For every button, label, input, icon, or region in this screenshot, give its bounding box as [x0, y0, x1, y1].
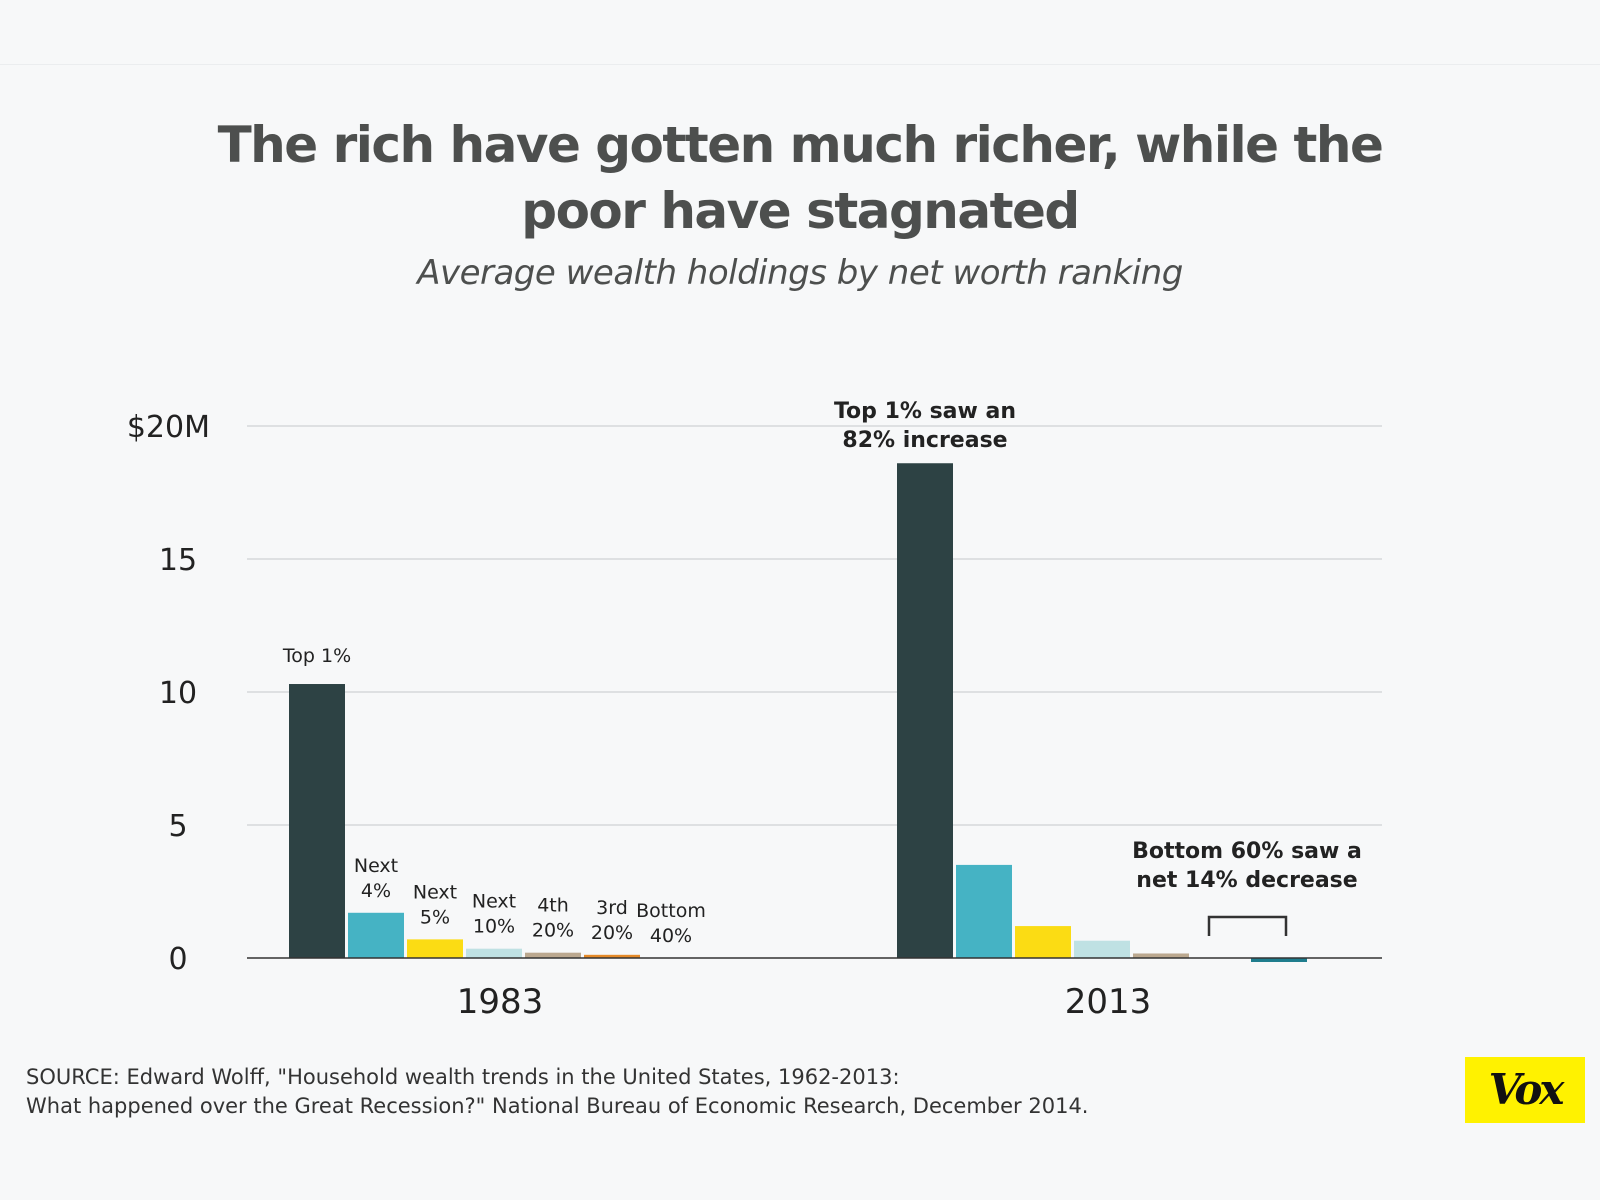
series-label-bottom-40-: 40%	[650, 925, 692, 947]
bar-next-5--1983	[407, 939, 463, 958]
y-tick-label: 10	[159, 676, 197, 711]
series-label-next-4-: Next	[354, 855, 398, 877]
bar-chart: 0 5 10 15 $20M Top 1% Next 4% Next 5% Next 10% 4th 20…	[127, 399, 1382, 1022]
y-tick-label: 0	[168, 942, 187, 977]
source-line-2: What happened over the Great Recession?"…	[26, 1094, 1089, 1118]
annotation-bracket	[1207, 915, 1288, 936]
header-divider	[0, 64, 1600, 65]
series-label-4th-20-: 20%	[532, 920, 574, 942]
vox-logo-mark: Vox	[1489, 1065, 1569, 1114]
series-label-bottom-40-: Bottom	[636, 900, 706, 922]
series-label-next-4-: 4%	[361, 880, 391, 902]
annotation-bottom-line: Bottom 60% saw a	[1132, 839, 1362, 864]
bar-4th-20--1983	[525, 952, 581, 958]
bar-next-5--2013	[1015, 926, 1071, 958]
chart-subtitle: Average wealth holdings by net worth ran…	[417, 253, 1183, 293]
x-category-label: 1983	[457, 982, 544, 1022]
series-label-3rd-20-: 3rd	[596, 897, 628, 919]
series-label-top-1-: Top 1%	[282, 645, 351, 667]
bar-next-10--1983	[466, 948, 522, 958]
annotation-bottom-line: net 14% decrease	[1136, 868, 1357, 893]
y-tick-label: $20M	[127, 410, 210, 445]
y-tick-label: 5	[168, 809, 187, 844]
chart-title: The rich have gotten much richer, while …	[100, 112, 1500, 244]
series-label-next-10-: Next	[472, 891, 516, 913]
x-category-label: 2013	[1065, 982, 1152, 1022]
bar-4th-20--2013	[1133, 953, 1189, 958]
bar-bottom-40--2013	[1251, 958, 1307, 962]
svg-text:Vox: Vox	[1489, 1065, 1566, 1114]
source-line-1: SOURCE: Edward Wolff, "Household wealth …	[26, 1065, 900, 1089]
series-label-next-10-: 10%	[473, 916, 515, 938]
bar-3rd-20--1983	[584, 954, 640, 958]
y-tick-label: 15	[159, 543, 197, 578]
vox-logo: Vox	[1465, 1057, 1585, 1123]
chart-title-line-1: The rich have gotten much richer, while …	[217, 116, 1384, 174]
series-label-3rd-20-: 20%	[591, 922, 633, 944]
series-label-4th-20-: 4th	[537, 895, 569, 917]
chart-title-line-2: poor have stagnated	[521, 182, 1080, 240]
series-label-next-5-: 5%	[420, 906, 450, 928]
source-note: SOURCE: Edward Wolff, "Household wealth …	[26, 1063, 1088, 1121]
annotation-top-line: Top 1% saw an	[834, 399, 1016, 424]
bar-next-4--2013	[956, 864, 1012, 958]
series-label-next-5-: Next	[413, 881, 457, 903]
annotation-top-line: 82% increase	[842, 428, 1007, 453]
bar-next-10--2013	[1074, 940, 1130, 958]
bar-top-1--2013	[897, 463, 953, 958]
bar-next-4--1983	[348, 912, 404, 958]
bar-top-1--1983	[289, 684, 345, 958]
